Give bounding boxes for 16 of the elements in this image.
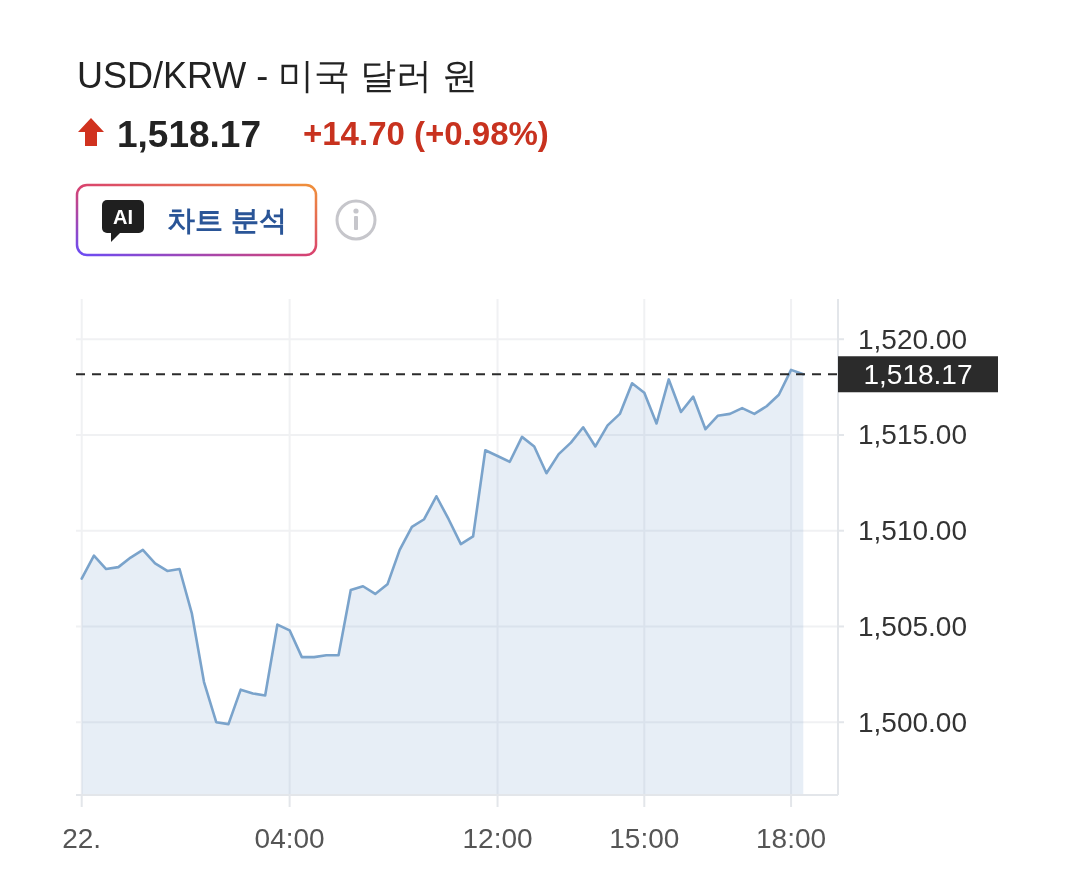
y-tick-label: 1,515.00 (858, 419, 967, 451)
chart-subtitle: 1,518.17 (117, 114, 262, 155)
x-tick-label: 04:00 (254, 823, 325, 854)
y-tick-label: 1,510.00 (858, 515, 967, 547)
x-tick-label: 22. (62, 823, 102, 854)
chart-title: USD/KRW - 미국 달러 원 (77, 55, 479, 96)
x-tick-label: 12:00 (462, 823, 533, 854)
text: +14.70 (+0.98%) (303, 115, 549, 152)
ref-line-label: 1,518.17 (863, 358, 973, 390)
x-tick-label: 18:00 (756, 823, 827, 854)
y-tick-label: 1,520.00 (858, 323, 967, 355)
y-tick-label: 1,505.00 (858, 610, 967, 642)
y-tick-label: 1,500.00 (858, 706, 967, 738)
x-tick-label: 15:00 (609, 823, 680, 854)
text: 차트 분석 (167, 204, 287, 236)
text: AI (113, 206, 133, 228)
